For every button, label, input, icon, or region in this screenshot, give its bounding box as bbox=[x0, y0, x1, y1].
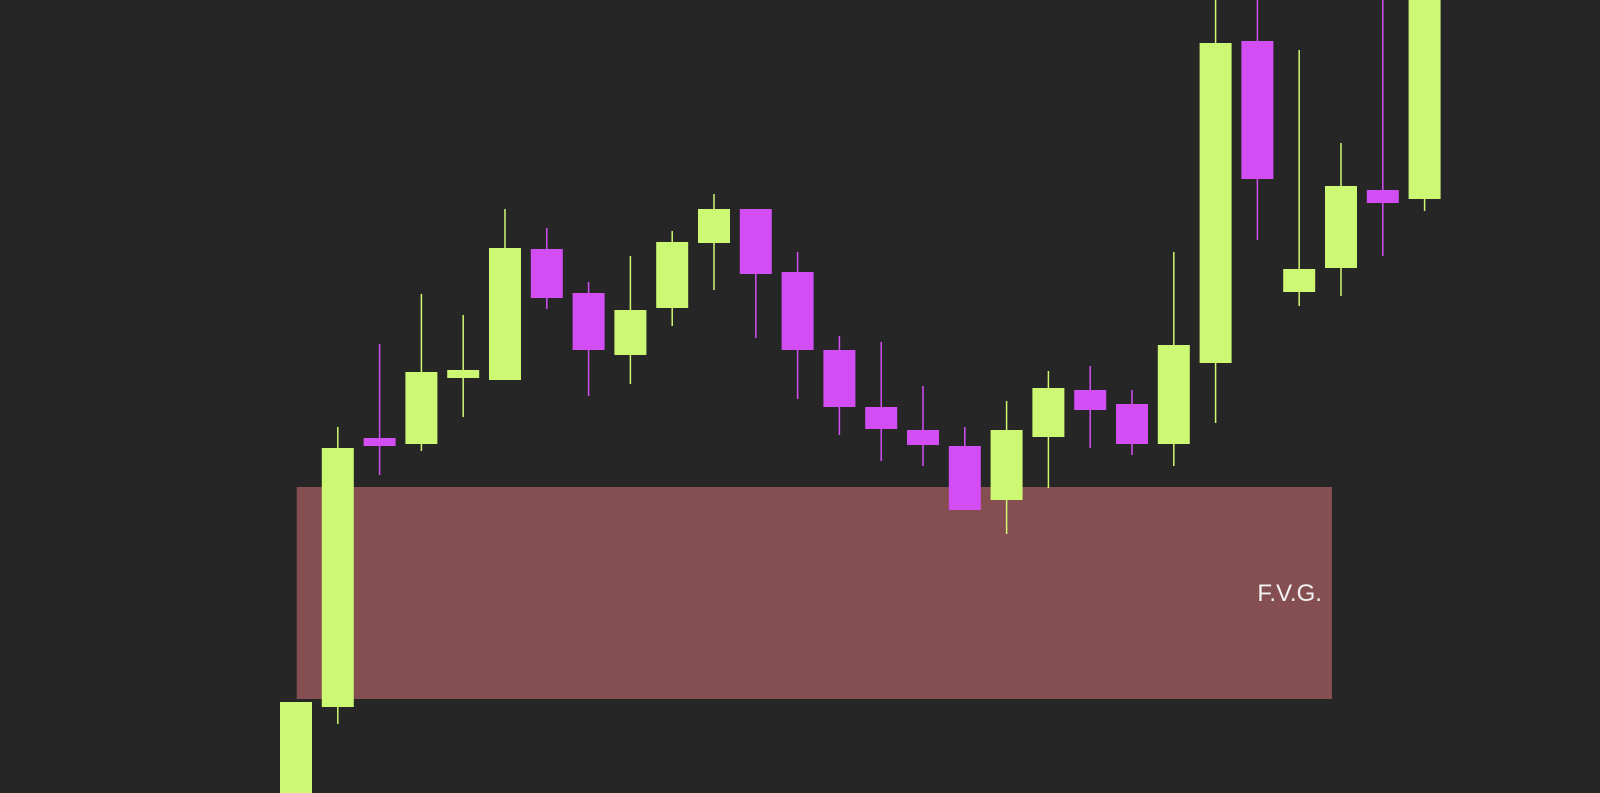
candle-18 bbox=[1032, 371, 1065, 488]
candle-2 bbox=[363, 344, 396, 475]
candle-body bbox=[1116, 404, 1148, 444]
candle-27 bbox=[1408, 0, 1441, 211]
candle-12 bbox=[781, 252, 814, 399]
candle-11 bbox=[739, 209, 772, 338]
candle-25 bbox=[1325, 143, 1357, 296]
candle-body bbox=[907, 430, 939, 445]
candle-body bbox=[447, 370, 480, 378]
candle-body bbox=[572, 293, 605, 350]
candle-body bbox=[363, 438, 396, 446]
candle-body bbox=[1408, 0, 1441, 199]
label-layer: F.V.G. bbox=[1257, 580, 1321, 607]
candle-8 bbox=[614, 256, 647, 384]
candle-body bbox=[698, 209, 730, 243]
candle-body bbox=[781, 272, 814, 350]
candle-14 bbox=[865, 342, 898, 461]
candle-layer bbox=[280, 0, 1441, 793]
candle-body bbox=[1325, 186, 1357, 268]
candle-body bbox=[614, 310, 647, 355]
candle-23 bbox=[1241, 0, 1274, 240]
candle-9 bbox=[656, 231, 689, 326]
candle-19 bbox=[1074, 366, 1107, 448]
candle-body bbox=[823, 350, 856, 407]
candle-body bbox=[739, 209, 772, 274]
candle-0 bbox=[280, 702, 312, 793]
candle-body bbox=[1199, 43, 1232, 363]
candle-17 bbox=[990, 401, 1023, 534]
candle-6 bbox=[530, 228, 563, 309]
candle-22 bbox=[1199, 0, 1232, 423]
zone-layer bbox=[296, 487, 1332, 699]
candle-5 bbox=[489, 209, 521, 380]
candle-body bbox=[489, 248, 521, 380]
candle-body bbox=[990, 430, 1023, 500]
candle-body bbox=[656, 242, 689, 308]
candle-body bbox=[530, 249, 563, 298]
candle-body bbox=[948, 446, 981, 510]
candle-body bbox=[405, 372, 438, 444]
fvg-zone-label: F.V.G. bbox=[1257, 580, 1321, 607]
candle-3 bbox=[405, 294, 438, 451]
candle-body bbox=[1157, 345, 1190, 444]
candle-body bbox=[280, 702, 312, 793]
candle-20 bbox=[1116, 390, 1148, 455]
candle-4 bbox=[447, 315, 480, 417]
candle-26 bbox=[1366, 0, 1399, 256]
fvg-zone bbox=[296, 487, 1332, 699]
candle-body bbox=[1241, 41, 1274, 179]
candle-body bbox=[1366, 190, 1399, 203]
candle-1 bbox=[321, 427, 354, 724]
candle-body bbox=[321, 448, 354, 707]
candle-21 bbox=[1157, 252, 1190, 466]
candle-24 bbox=[1283, 50, 1316, 306]
candle-7 bbox=[572, 282, 605, 396]
candle-15 bbox=[907, 386, 939, 466]
candle-body bbox=[865, 407, 898, 429]
candle-body bbox=[1032, 388, 1065, 437]
candle-10 bbox=[698, 194, 730, 290]
candle-16 bbox=[948, 427, 981, 510]
candle-body bbox=[1074, 390, 1107, 410]
candle-body bbox=[1283, 269, 1316, 292]
candle-13 bbox=[823, 336, 856, 435]
